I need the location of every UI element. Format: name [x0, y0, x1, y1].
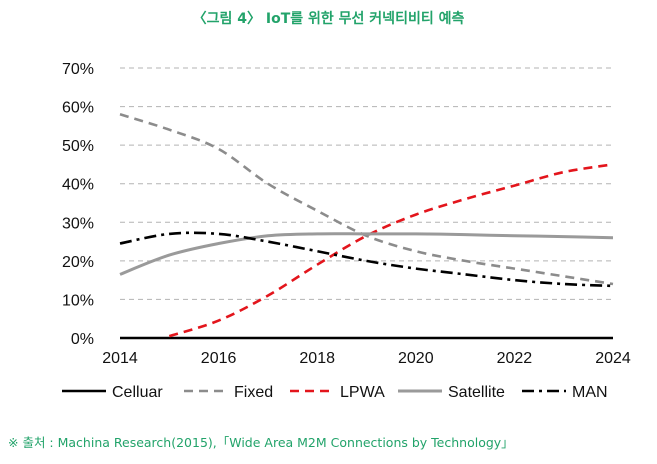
x-axis-ticks: 2014 2016 2018 2020 2022 2024 [102, 350, 631, 367]
chart-title: 〈그림 4〉 IoT를 위한 무선 커넥티비티 예측 [192, 11, 465, 27]
x-tick-label: 2018 [299, 350, 335, 367]
y-tick-label: 60% [62, 100, 94, 117]
legend-label-celluar: Celluar [112, 384, 163, 401]
gridlines [120, 67, 613, 300]
legend: Celluar Fixed LPWA Satellite MAN [62, 384, 608, 401]
y-tick-label: 0% [71, 331, 94, 348]
series-line-lpwa [168, 163, 614, 338]
y-tick-label: 40% [62, 177, 94, 194]
series-line-satellite [119, 232, 614, 276]
x-tick-label: 2020 [398, 350, 434, 367]
series-line-man [119, 231, 614, 288]
legend-label-lpwa: LPWA [340, 384, 385, 401]
y-tick-label: 10% [62, 292, 94, 309]
y-tick-label: 20% [62, 254, 94, 271]
y-tick-label: 70% [62, 61, 94, 78]
line-chart: 0% 10% 20% 30% 40% 50% 60% 70% 2014 2016 2018 2020… [62, 61, 631, 401]
x-tick-label: 2022 [497, 350, 533, 367]
y-axis-ticks: 0% 10% 20% 30% 40% 50% 60% 70% [62, 61, 94, 348]
legend-label-man: MAN [572, 384, 608, 401]
x-tick-label: 2014 [102, 350, 138, 367]
source-note: ※ 출처 : Machina Research(2015),「Wide Area… [8, 435, 514, 450]
series-lines [119, 113, 614, 340]
x-tick-label: 2016 [201, 350, 237, 367]
legend-label-satellite: Satellite [448, 384, 505, 401]
y-tick-label: 50% [62, 138, 94, 155]
x-tick-label: 2024 [595, 350, 631, 367]
legend-label-fixed: Fixed [234, 384, 273, 401]
series-line-fixed [119, 113, 614, 286]
y-tick-label: 30% [62, 215, 94, 232]
